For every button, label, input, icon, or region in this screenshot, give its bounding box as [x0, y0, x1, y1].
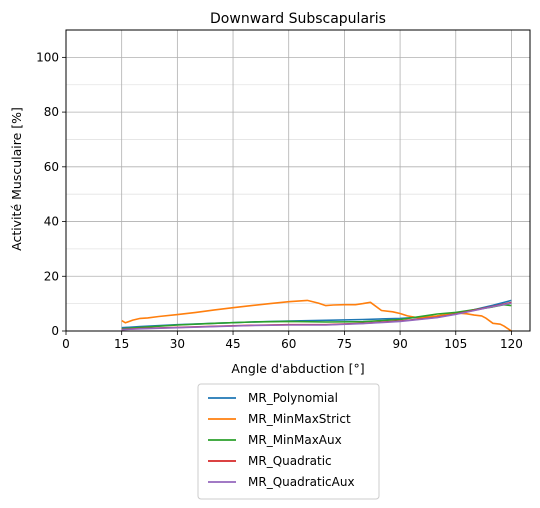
legend: MR_Polynomial MR_MinMaxStrict MR_MinMaxAux…	[197, 383, 380, 500]
y-tick-label: 60	[44, 160, 59, 174]
x-tick-label: 60	[281, 337, 296, 351]
plot-frame	[65, 29, 531, 332]
legend-entry-label: MR_QuadraticAux	[248, 475, 355, 489]
x-tick-label: 90	[392, 337, 407, 351]
series-line-mr-minmaxstrict	[121, 299, 512, 332]
x-tick-label: 105	[444, 337, 467, 351]
x-tick-label: 30	[170, 337, 185, 351]
y-tick-label: 20	[44, 269, 59, 283]
legend-entry-label: MR_MinMaxStrict	[248, 412, 351, 426]
series-line-mr-quadraticaux	[121, 302, 512, 331]
x-tick-label: 120	[500, 337, 523, 351]
y-tick-label: 0	[51, 324, 59, 338]
y-tick-label: 100	[36, 50, 59, 64]
x-axis-label: Angle d'abduction [°]	[231, 361, 364, 376]
minor-gridlines	[66, 84, 530, 305]
x-tick-label: 15	[114, 337, 129, 351]
y-axis-label: Activité Musculaire [%]	[9, 107, 24, 251]
series-lines	[121, 299, 512, 332]
y-tick-label: 80	[44, 105, 59, 119]
x-tick-label: 75	[337, 337, 352, 351]
x-axis-ticks: 0 15 30 45 60 75 90 105 120	[62, 331, 523, 351]
x-tick-label: 0	[62, 337, 70, 351]
legend-entry-label: MR_Quadratic	[248, 454, 332, 468]
legend-entry-label: MR_Polynomial	[248, 391, 338, 405]
y-axis-ticks: 0 20 40 60 80 100	[36, 50, 66, 338]
legend-entry-label: MR_MinMaxAux	[248, 433, 342, 447]
x-tick-label: 45	[225, 337, 240, 351]
y-tick-label: 40	[44, 215, 59, 229]
legend-box	[197, 383, 380, 500]
chart-title: Downward Subscapularis	[210, 11, 386, 27]
